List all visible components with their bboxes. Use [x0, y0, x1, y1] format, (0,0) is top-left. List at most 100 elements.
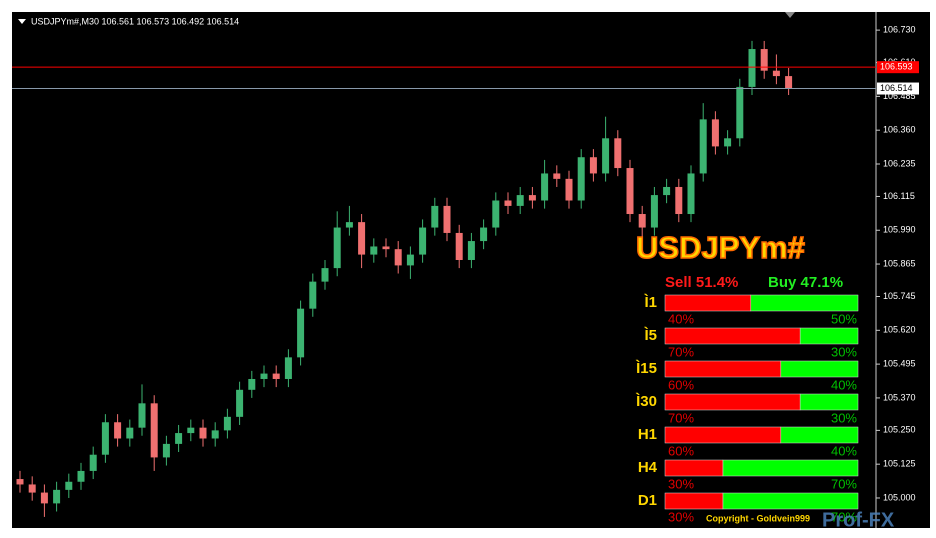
candle-body [370, 246, 378, 255]
candle-body [40, 492, 48, 504]
candle-body [406, 254, 414, 266]
candle-body [16, 479, 24, 485]
sell-percent: 30% [668, 509, 694, 524]
sell-bar [664, 393, 801, 411]
candle-body [138, 403, 146, 428]
candle-body [443, 205, 451, 233]
menu-arrow[interactable] [18, 19, 26, 24]
sell-percent: 30% [668, 476, 694, 491]
buy-bar [750, 294, 859, 312]
watermark: Prof-FX [822, 509, 895, 531]
buy-percent: 30% [831, 410, 857, 425]
price-label-box [877, 61, 919, 74]
candle-body [162, 443, 170, 458]
timeframe-label: Ì15 [635, 360, 657, 377]
buy-percent: 40% [831, 443, 857, 458]
sell-bar [664, 294, 752, 312]
y-tick-label: 105.745 [883, 291, 916, 301]
candle-body [785, 76, 793, 89]
candle-body [89, 454, 97, 471]
candle-body [724, 138, 732, 147]
candle-body [736, 86, 744, 139]
y-tick-label: 105.000 [883, 492, 916, 502]
timeframe-label: Ì30 [635, 393, 657, 410]
candle-body [65, 481, 73, 490]
candle-body [541, 173, 549, 201]
sell-bar [664, 426, 782, 444]
candle-body [260, 373, 268, 379]
buy-bar [722, 459, 859, 477]
candle-body [492, 200, 500, 228]
sell-bar [664, 360, 782, 378]
buy-percent: 50% [831, 311, 857, 326]
candle-body [626, 168, 634, 215]
candle-body [175, 433, 183, 444]
buy-percent: 70% [831, 476, 857, 491]
y-tick-label: 106.115 [883, 191, 915, 201]
y-tick-label: 105.495 [883, 358, 916, 368]
y-tick-label: 106.235 [883, 158, 916, 168]
candle-body [638, 214, 646, 228]
price-label-box [877, 82, 919, 95]
sell-percent: 40% [668, 311, 694, 326]
candle-body [602, 138, 610, 174]
candle-body [394, 249, 402, 266]
candle-body [28, 484, 36, 493]
y-tick-label: 105.250 [883, 425, 916, 435]
candle-body [358, 222, 366, 255]
sell-percent: 70% [668, 410, 694, 425]
candle-body [431, 205, 439, 228]
buy-percent: 30% [831, 344, 857, 359]
candle-body [516, 195, 524, 206]
candle-body [309, 281, 317, 309]
timeframe-label: D1 [638, 492, 657, 509]
sell-percent: 60% [668, 443, 694, 458]
candle-body [577, 157, 585, 201]
candle-body [297, 308, 305, 358]
candle-body [614, 138, 622, 169]
candle-body [650, 195, 658, 228]
y-tick-label: 106.730 [883, 24, 916, 34]
buy-bar [722, 492, 859, 510]
candle-body [248, 378, 256, 390]
candle-body [321, 268, 329, 282]
candle-body [382, 246, 390, 250]
candle-body [553, 173, 561, 179]
candle-body [455, 232, 463, 260]
candle-body [150, 403, 158, 458]
price-label: 106.514 [880, 83, 913, 93]
sell-bar [664, 492, 724, 510]
plot: 106.730106.610106.485106.360106.235106.1… [12, 24, 919, 517]
candle-body [187, 427, 195, 434]
candle-body [345, 222, 353, 228]
candle-body [53, 489, 61, 504]
y-tick-label: 105.370 [883, 392, 916, 402]
candle-body [589, 157, 597, 174]
price-label: 106.593 [880, 62, 913, 72]
timeframe-label: Ì5 [643, 327, 657, 344]
sell-total: Sell 51.4% [665, 274, 738, 291]
candle-body [760, 49, 768, 71]
sell-bar [664, 459, 724, 477]
candle-body [748, 49, 756, 87]
sell-bar [664, 327, 801, 345]
candle-body [480, 227, 488, 242]
candle-body [663, 186, 671, 196]
y-tick-label: 106.360 [883, 125, 916, 135]
buy-bar [799, 327, 859, 345]
candle-body [126, 427, 134, 439]
panel-symbol: USDJPYm# [636, 230, 805, 265]
candle-body [699, 119, 707, 174]
buy-percent: 70% [831, 509, 857, 524]
candle-body [114, 422, 122, 439]
candle-body [772, 70, 780, 77]
y-tick-label: 106.485 [883, 91, 916, 101]
buy-bar [799, 393, 859, 411]
candle-body [236, 389, 244, 417]
candle-body [272, 373, 280, 379]
timeframe-label: H4 [638, 459, 658, 476]
y-tick-label: 105.990 [883, 225, 916, 235]
candle-body [504, 200, 512, 206]
buy-total: Buy 47.1% [768, 274, 843, 291]
sell-percent: 60% [668, 377, 694, 392]
